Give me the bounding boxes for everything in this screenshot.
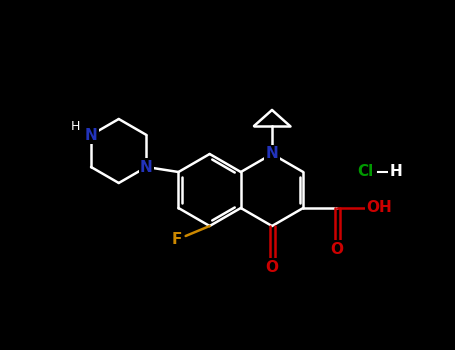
Text: OH: OH — [366, 201, 392, 216]
Text: N: N — [85, 127, 97, 142]
Text: Cl: Cl — [357, 164, 373, 180]
Text: O: O — [266, 259, 278, 274]
Text: H: H — [71, 120, 80, 133]
Text: N: N — [140, 160, 153, 175]
Text: F: F — [172, 232, 182, 247]
Text: H: H — [389, 164, 402, 180]
Text: N: N — [266, 147, 278, 161]
Text: O: O — [331, 241, 344, 257]
